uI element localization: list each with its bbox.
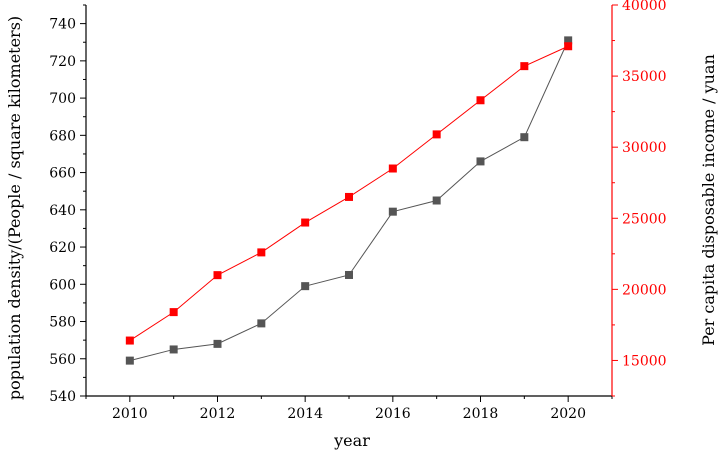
data-point [432, 130, 441, 139]
x-tick-label: 2012 [200, 406, 236, 422]
data-point [213, 271, 222, 280]
data-point [169, 345, 178, 354]
income-series [125, 42, 573, 345]
y-left-axis-title: population density/(People / square kilo… [5, 16, 24, 400]
y-right-tick-label: 35000 [622, 69, 667, 85]
x-tick-label: 2018 [463, 406, 499, 422]
data-point [520, 62, 529, 71]
density-series [125, 36, 573, 365]
data-point [476, 157, 485, 166]
x-tick-label: 2020 [550, 406, 586, 422]
data-point [432, 196, 441, 205]
y-left-tick-label: 540 [49, 389, 76, 405]
data-point [345, 270, 353, 279]
y-left-tick-label: 700 [49, 91, 76, 107]
y-left-tick-label: 580 [49, 315, 76, 331]
y-right-tick-label: 20000 [622, 282, 667, 298]
y-left-tick-label: 620 [49, 240, 76, 256]
y-right-tick-label: 30000 [622, 140, 667, 156]
data-point [257, 319, 266, 328]
data-point [125, 356, 134, 365]
x-axis-title: year [333, 431, 370, 450]
data-point [564, 36, 573, 45]
x-tick-label: 2014 [287, 406, 323, 422]
data-point [388, 164, 397, 173]
y-left-axis: 540 560 580 600 620 640 660 680 700 720 740 [49, 4, 86, 405]
y-left-tick-label: 600 [49, 277, 76, 293]
y-left-tick-label: 640 [49, 203, 76, 219]
data-point [257, 248, 266, 257]
x-axis: 2010 2012 2014 2016 2018 2020 [85, 396, 613, 422]
x-tick-label: 2010 [112, 406, 148, 422]
data-point [388, 207, 397, 216]
data-point [169, 308, 178, 317]
y-right-tick-label: 40000 [622, 0, 667, 14]
data-point [476, 96, 485, 105]
data-point [213, 339, 222, 348]
y-right-axis-title: Per capita disposable income / yuan [699, 54, 718, 346]
y-right-tick-label: 25000 [622, 211, 667, 227]
y-left-tick-label: 660 [49, 166, 76, 182]
data-point [564, 42, 573, 51]
y-left-tick-label: 720 [49, 54, 76, 70]
data-point [125, 336, 134, 345]
series-layer [125, 36, 573, 365]
x-tick-label: 2016 [375, 406, 411, 422]
data-point [520, 133, 529, 142]
y-left-tick-label: 740 [49, 17, 76, 33]
y-left-tick-label: 680 [49, 128, 76, 144]
data-point [301, 218, 310, 227]
y-left-tick-label: 560 [49, 352, 76, 368]
data-point [301, 282, 310, 291]
y-right-axis: 15000 20000 25000 30000 35000 40000 [612, 0, 667, 397]
data-point [345, 192, 353, 201]
y-right-tick-label: 15000 [622, 353, 667, 369]
